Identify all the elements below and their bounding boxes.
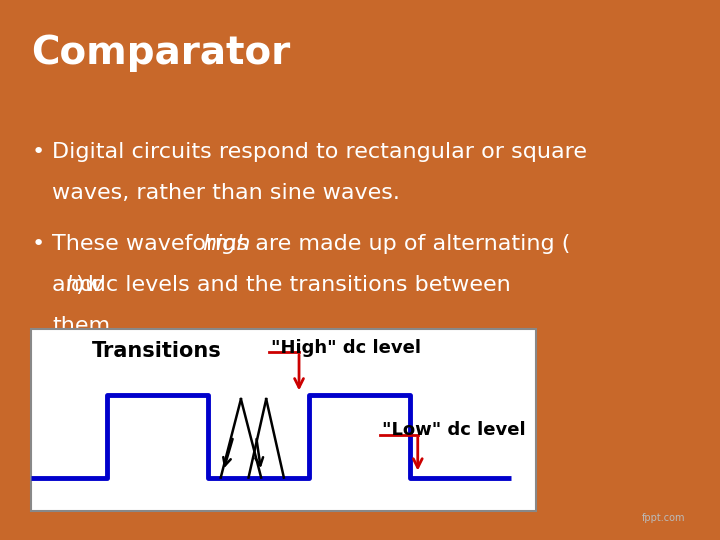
Bar [31, 329, 536, 511]
Text: and: and [52, 275, 101, 295]
Text: them.: them. [52, 316, 117, 336]
Text: •: • [31, 234, 45, 254]
Text: Digital circuits respond to rectangular or square: Digital circuits respond to rectangular … [52, 142, 587, 162]
Text: •: • [31, 142, 45, 162]
Text: high: high [202, 234, 251, 254]
Text: "Low" dc level: "Low" dc level [382, 421, 526, 440]
Text: These waveforms are made up of alternating (: These waveforms are made up of alternati… [52, 234, 570, 254]
Text: fppt.com: fppt.com [642, 514, 685, 523]
Text: Comparator: Comparator [31, 35, 291, 72]
Text: ) dc levels and the transitions between: ) dc levels and the transitions between [76, 275, 510, 295]
Text: "High" dc level: "High" dc level [271, 339, 421, 357]
Text: Transitions: Transitions [92, 341, 222, 361]
Text: waves, rather than sine waves.: waves, rather than sine waves. [52, 183, 400, 203]
Text: low: low [66, 275, 104, 295]
